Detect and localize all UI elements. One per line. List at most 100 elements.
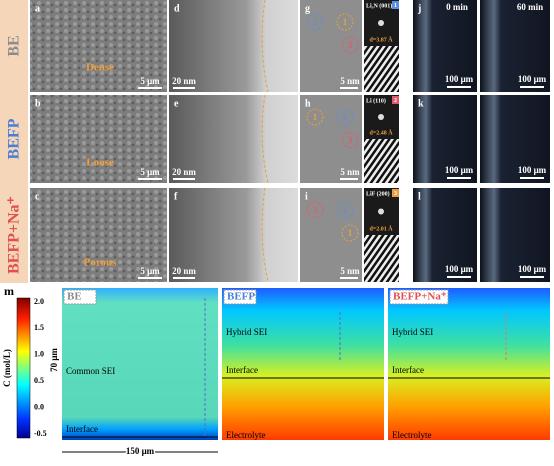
panel-letter: l	[418, 191, 421, 202]
sei-label: Hybrid SEI	[392, 327, 433, 337]
panel-letter: a	[35, 3, 40, 14]
interface-label: Interface	[226, 365, 258, 375]
scale-label: 100 μm	[518, 264, 547, 274]
title-box	[223, 289, 257, 305]
region-number: 3	[313, 205, 318, 215]
sei-label: Common SEI	[66, 366, 115, 376]
phase-index: 3	[394, 191, 397, 197]
region-number: 2	[313, 17, 318, 27]
optical-image	[480, 0, 550, 92]
panel-letter: d	[174, 3, 180, 14]
scale-label: 100 μm	[445, 165, 474, 175]
phase-label: Li₃N (001)	[366, 2, 392, 9]
scale-label: 20 nm	[172, 266, 196, 276]
optical-image	[480, 188, 550, 282]
sei-label: Hybrid SEI	[226, 327, 267, 337]
panel-letter: i	[305, 191, 308, 202]
fft-spot	[378, 114, 384, 120]
sem-image	[30, 188, 167, 282]
panel-letter: c	[35, 191, 40, 202]
scale-label: 5 nm	[340, 167, 360, 177]
colorbar-tick: 0.5	[34, 376, 44, 385]
row-label: BEFP	[6, 118, 23, 159]
region-marker	[306, 201, 324, 219]
scale-label: 100 μm	[518, 165, 547, 175]
optical-image	[413, 188, 477, 282]
region-marker	[306, 13, 324, 31]
scale-label: 5 μm	[140, 266, 160, 276]
fft-spot	[378, 20, 384, 26]
scale-label: 100 μm	[445, 264, 474, 274]
lattice-image	[364, 139, 399, 183]
region-marker	[336, 108, 354, 126]
scale-label: 5 μm	[140, 167, 160, 177]
phase-index: 1	[394, 3, 397, 9]
panel-letter: k	[418, 98, 424, 109]
sem-annotation: Porous	[84, 257, 118, 269]
tem-image	[169, 188, 298, 282]
optical-image	[413, 0, 477, 92]
fft-spot	[378, 208, 384, 215]
title-box	[63, 289, 97, 305]
region-marker	[341, 131, 359, 149]
time-label: 0 min	[446, 2, 468, 12]
colorbar-label: C (mol/L)	[2, 349, 12, 387]
title-box	[389, 289, 449, 305]
sem-image	[30, 95, 167, 183]
row-label: BE	[6, 35, 23, 56]
electrolyte-label: Electrolyte	[392, 430, 431, 440]
region-marker	[341, 224, 359, 242]
optical-image	[413, 95, 477, 183]
index-box	[392, 189, 399, 197]
simulation-title: BEFP+Na⁺	[393, 291, 447, 303]
region-number: 3	[348, 40, 353, 50]
region-number: 1	[343, 17, 348, 27]
panel-letter: e	[174, 98, 179, 109]
panel-letter: g	[305, 3, 310, 14]
phase-label: LiF (200)	[366, 190, 390, 197]
sem-annotation: Loose	[86, 157, 114, 169]
tem-image	[169, 0, 298, 92]
optical-image	[480, 95, 550, 183]
d-spacing: d=3.87 Å	[369, 35, 393, 43]
simulation-title: BE	[67, 291, 82, 303]
colorbar-tick: -0.5	[34, 429, 47, 438]
colorbar-tick: 0.0	[34, 402, 44, 411]
colorbar-tick: 1.5	[34, 323, 44, 332]
lattice-image	[364, 46, 399, 92]
index-box	[392, 1, 399, 9]
region-number: 3	[348, 135, 353, 145]
interface-label: Interface	[392, 365, 424, 375]
scale-label: 100 μm	[445, 74, 474, 84]
electrolyte-label: Electrolyte	[226, 430, 265, 440]
panel-letter: f	[174, 191, 178, 202]
d-spacing: d=2.01 Å	[369, 224, 393, 232]
boundary	[261, 187, 269, 283]
simulation-map	[388, 288, 550, 440]
width-label: 150 μm	[126, 446, 155, 456]
region-marker	[336, 13, 354, 31]
height-label: 70 μm	[49, 348, 59, 372]
colorbar-tick: 2.0	[34, 297, 44, 306]
colorbar	[16, 297, 31, 439]
boundary	[261, 0, 269, 93]
region-number: 2	[343, 205, 348, 215]
colorbar-tick: 1.0	[34, 350, 44, 359]
region-number: 2	[343, 112, 348, 122]
scale-label: 5 nm	[340, 266, 360, 276]
index-box	[392, 96, 399, 104]
sem-image	[30, 0, 167, 92]
label-strip	[0, 0, 28, 283]
d-spacing: d=2.48 Å	[369, 128, 393, 136]
phase-index: 2	[394, 98, 397, 104]
simulation-map	[222, 288, 384, 440]
region-number: 1	[313, 112, 318, 122]
simulation-map	[62, 288, 218, 440]
scale-label: 5 μm	[140, 76, 160, 86]
region-marker	[336, 201, 354, 219]
panel-letter: m	[4, 284, 14, 298]
row-label: BEFP+Na⁺	[6, 196, 23, 274]
phase-label: Li (110)	[366, 97, 386, 104]
region-marker	[341, 36, 359, 54]
